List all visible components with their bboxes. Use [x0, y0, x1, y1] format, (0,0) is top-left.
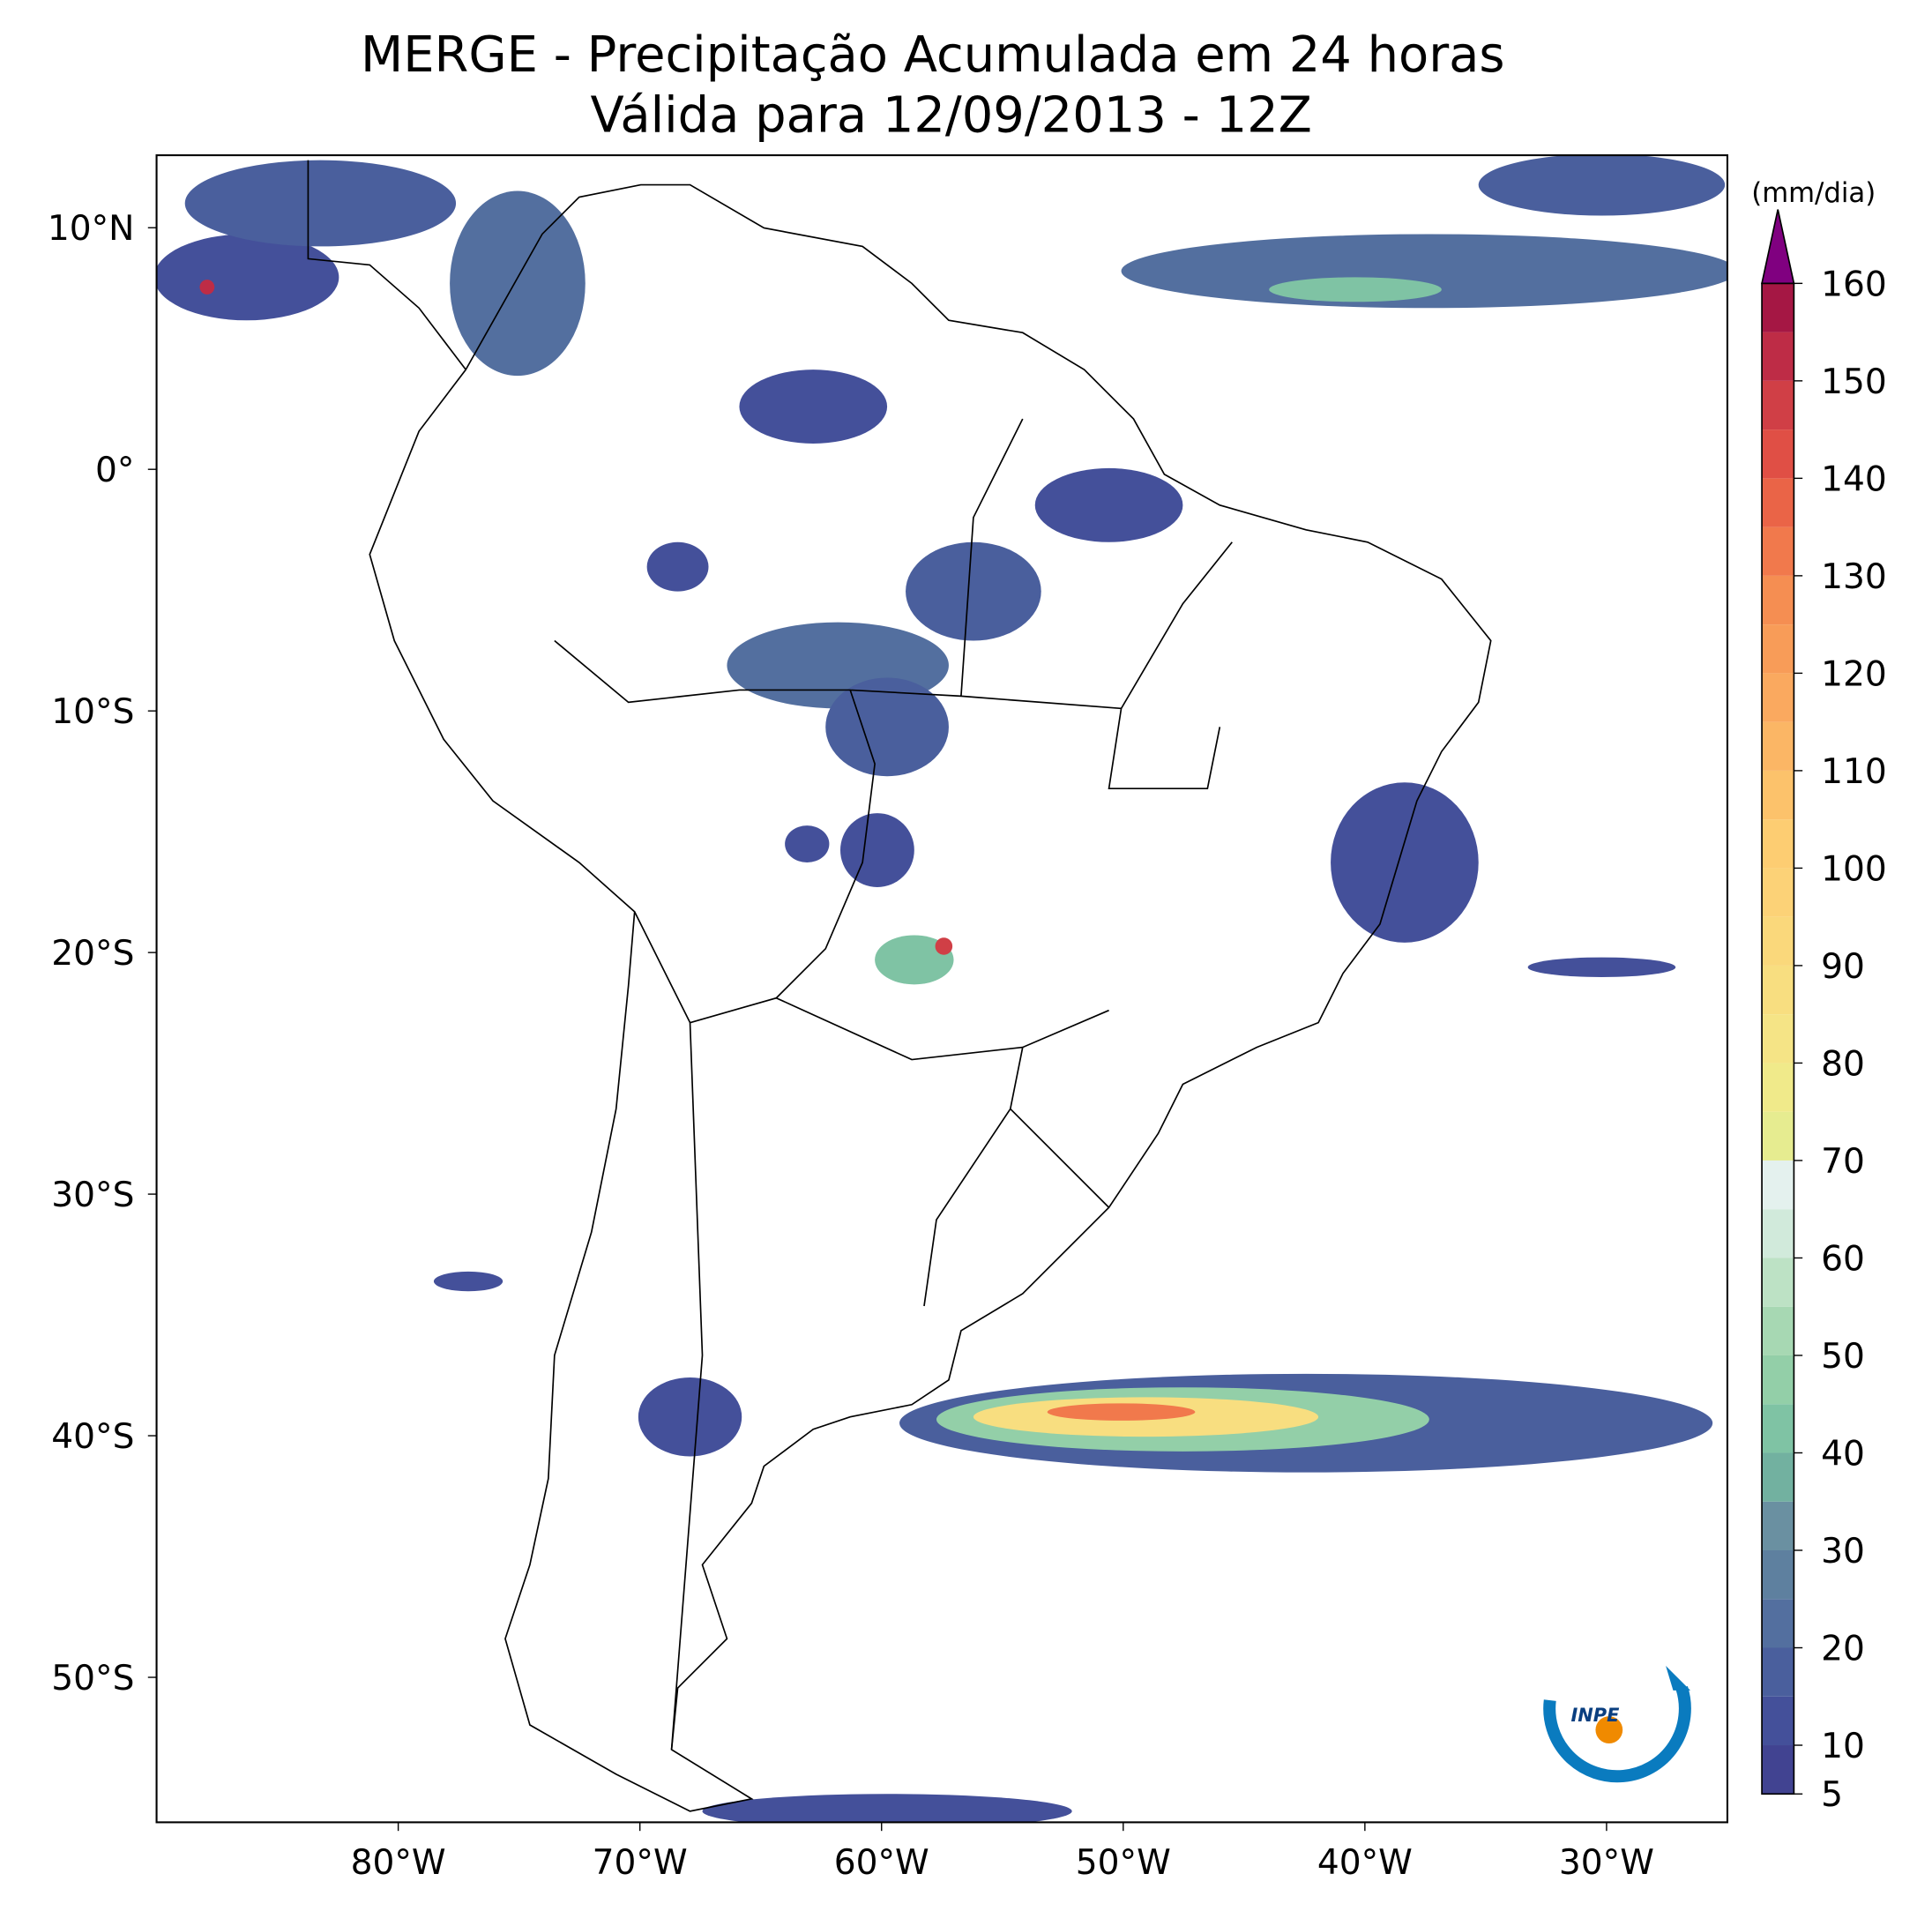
x-tick-label: 80°W	[351, 1843, 446, 1883]
colorbar-bin	[1762, 526, 1794, 576]
colorbar-bin	[1762, 1745, 1794, 1795]
colorbar-frame	[1761, 282, 1795, 1795]
colorbar-bin	[1762, 1111, 1794, 1161]
colorbar-bin	[1762, 1647, 1794, 1697]
x-tick-label: 40°W	[1317, 1843, 1413, 1883]
colorbar-tick-label: 110	[1821, 752, 1887, 792]
colorbar-tick-label: 5	[1821, 1775, 1843, 1815]
colorbar-bin	[1762, 1355, 1794, 1405]
logo: INPE	[1543, 1665, 1691, 1783]
colorbar-bin	[1762, 1063, 1794, 1112]
colorbar-bin	[1762, 1306, 1794, 1355]
colorbar-tick-label: 90	[1821, 947, 1865, 987]
title: MERGE - Precipitação Acumulada em 24 hor…	[361, 26, 1505, 84]
colorbar-tick-label: 150	[1821, 362, 1887, 402]
map	[155, 153, 1728, 1824]
colorbar-tick-label: 40	[1821, 1434, 1865, 1474]
colorbar-tick-label: 30	[1821, 1532, 1865, 1571]
colorbar-tick-label: 60	[1821, 1239, 1865, 1279]
colorbar-tick-label: 140	[1821, 459, 1887, 499]
x-tick-label: 50°W	[1076, 1843, 1171, 1883]
colorbar-bin	[1762, 916, 1794, 966]
coastline	[369, 183, 1492, 1812]
colorbar-tick-label: 120	[1821, 654, 1887, 694]
y-tick-label: 10°N	[48, 209, 135, 249]
colorbar-bin	[1762, 283, 1794, 332]
colorbar-bin	[1762, 1404, 1794, 1453]
x-tick-label: 30°W	[1559, 1843, 1654, 1883]
colorbar-tick-label: 10	[1821, 1727, 1865, 1766]
x-tick-label: 60°W	[834, 1843, 929, 1883]
colorbar-tick-label: 160	[1821, 265, 1887, 304]
colorbar-tick-label: 70	[1821, 1142, 1865, 1182]
colorbar-bin	[1762, 624, 1794, 674]
colorbar-bin	[1762, 1599, 1794, 1648]
map-frame	[155, 153, 1728, 1824]
y-tick-label: 30°S	[51, 1176, 134, 1215]
colorbar-tick-label: 80	[1821, 1044, 1865, 1084]
y-tick-label: 10°S	[51, 692, 134, 732]
y-tick-label: 50°S	[51, 1659, 134, 1698]
colorbar-bin	[1762, 1014, 1794, 1064]
colorbar-bin	[1762, 819, 1794, 869]
precipitation	[156, 155, 1727, 1823]
colorbar-bin	[1762, 429, 1794, 479]
colorbar-bin	[1762, 1501, 1794, 1550]
colorbar-bin	[1762, 721, 1794, 771]
colorbar-unit: (mm/dia)	[1751, 177, 1876, 209]
colorbar-bin	[1762, 1160, 1794, 1210]
colorbar-tick-label: 50	[1821, 1337, 1865, 1377]
colorbar-bin	[1762, 1452, 1794, 1502]
y-tick-label: 0°	[95, 451, 134, 490]
colorbar-bin	[1762, 673, 1794, 722]
x-tick-label: 70°W	[593, 1843, 688, 1883]
colorbar-bin	[1762, 380, 1794, 430]
central-america	[307, 160, 466, 370]
logo-text: INPE	[1571, 1705, 1621, 1726]
borders	[554, 418, 1233, 1751]
y-tick-label: 20°S	[51, 934, 134, 974]
colorbar-tick-label: 100	[1821, 849, 1887, 889]
colorbar-bin	[1762, 332, 1794, 381]
colorbar-bin	[1762, 478, 1794, 527]
colorbar-tick-label: 130	[1821, 557, 1887, 597]
y-tick-label: 40°S	[51, 1417, 134, 1457]
colorbar-bin	[1762, 1209, 1794, 1258]
subtitle: Válida para 12/09/2013 - 12Z	[591, 86, 1312, 144]
colorbar-bin	[1762, 770, 1794, 820]
colorbar-tick-label: 20	[1821, 1629, 1865, 1668]
colorbar-bin	[1762, 1258, 1794, 1307]
colorbar-bin	[1762, 1549, 1794, 1600]
colorbar-bin	[1762, 965, 1794, 1015]
colorbar-bin	[1762, 1696, 1794, 1746]
colorbar-bin	[1762, 575, 1794, 625]
colorbar-bin	[1762, 868, 1794, 917]
